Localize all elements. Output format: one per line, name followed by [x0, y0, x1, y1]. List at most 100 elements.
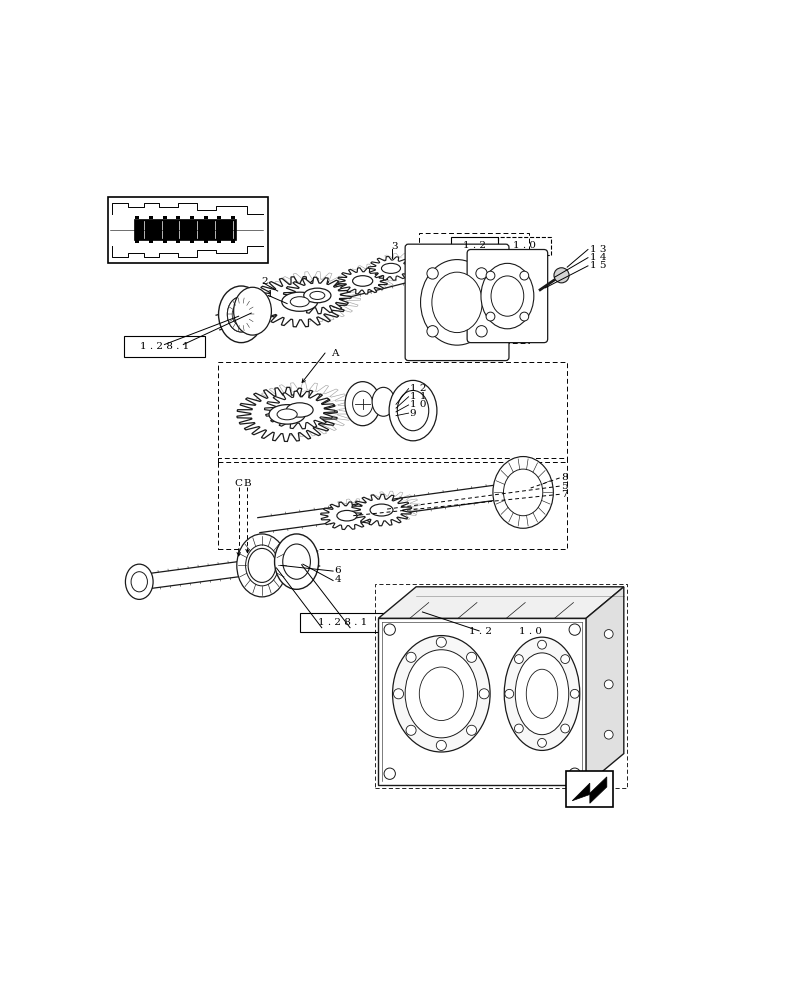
- Bar: [190, 240, 194, 243]
- Text: 7: 7: [560, 490, 567, 499]
- FancyBboxPatch shape: [466, 250, 547, 343]
- Text: 3: 3: [390, 242, 397, 251]
- Circle shape: [519, 312, 528, 321]
- Circle shape: [466, 725, 476, 735]
- Circle shape: [427, 268, 438, 279]
- Ellipse shape: [282, 544, 310, 579]
- Bar: [204, 240, 208, 243]
- Bar: [176, 216, 180, 219]
- Circle shape: [603, 680, 612, 689]
- Polygon shape: [346, 264, 397, 290]
- Bar: [231, 240, 234, 243]
- Ellipse shape: [345, 382, 380, 426]
- Ellipse shape: [397, 390, 428, 431]
- Circle shape: [436, 740, 446, 750]
- Polygon shape: [266, 272, 360, 322]
- Ellipse shape: [370, 504, 393, 516]
- Bar: [418, 233, 529, 343]
- Bar: [217, 362, 566, 462]
- Ellipse shape: [227, 297, 255, 332]
- Bar: [375, 584, 626, 788]
- Text: 1 . 0: 1 . 0: [519, 627, 542, 636]
- Text: 1 . 2: 1 . 2: [462, 241, 485, 250]
- Bar: [504, 623, 557, 640]
- Text: 1 . 2 8 . 1: 1 . 2 8 . 1: [317, 618, 367, 627]
- Text: 1: 1: [267, 290, 273, 299]
- Ellipse shape: [281, 292, 317, 311]
- Text: 9: 9: [410, 409, 416, 418]
- Circle shape: [466, 652, 476, 662]
- Text: 1 . 2: 1 . 2: [469, 627, 491, 636]
- Ellipse shape: [420, 260, 493, 345]
- Circle shape: [436, 637, 446, 647]
- Polygon shape: [328, 499, 380, 526]
- Circle shape: [514, 655, 522, 663]
- Ellipse shape: [248, 548, 276, 582]
- Bar: [450, 237, 497, 255]
- Polygon shape: [368, 256, 413, 280]
- Circle shape: [406, 652, 415, 662]
- Circle shape: [427, 326, 438, 337]
- Bar: [123, 336, 205, 357]
- Circle shape: [384, 624, 395, 635]
- Bar: [149, 240, 152, 243]
- Polygon shape: [360, 491, 420, 523]
- Ellipse shape: [234, 287, 271, 335]
- Ellipse shape: [245, 545, 278, 586]
- Bar: [299, 613, 384, 632]
- Bar: [190, 216, 194, 219]
- Ellipse shape: [227, 297, 255, 332]
- Text: 1 2: 1 2: [410, 384, 426, 393]
- Circle shape: [569, 689, 578, 698]
- Polygon shape: [375, 253, 421, 277]
- Ellipse shape: [352, 391, 372, 416]
- Ellipse shape: [491, 276, 523, 316]
- Ellipse shape: [218, 286, 264, 343]
- Polygon shape: [378, 587, 623, 618]
- Ellipse shape: [418, 667, 463, 721]
- Ellipse shape: [352, 276, 372, 286]
- Bar: [176, 240, 180, 243]
- Bar: [163, 240, 166, 243]
- Circle shape: [478, 689, 488, 699]
- Ellipse shape: [515, 653, 568, 735]
- Text: C: C: [234, 479, 242, 488]
- Ellipse shape: [310, 291, 324, 299]
- Circle shape: [603, 730, 612, 739]
- Ellipse shape: [492, 457, 552, 528]
- Bar: [135, 216, 139, 219]
- Text: 1 0: 1 0: [410, 400, 426, 409]
- Circle shape: [603, 630, 612, 638]
- Ellipse shape: [286, 403, 313, 417]
- Text: B: B: [243, 479, 251, 488]
- Circle shape: [475, 326, 487, 337]
- Polygon shape: [252, 277, 346, 327]
- Circle shape: [486, 312, 494, 321]
- Ellipse shape: [232, 303, 250, 326]
- Polygon shape: [351, 494, 411, 526]
- Ellipse shape: [431, 272, 482, 333]
- Polygon shape: [320, 502, 373, 529]
- Ellipse shape: [526, 669, 557, 718]
- Ellipse shape: [125, 564, 153, 599]
- Circle shape: [569, 768, 580, 779]
- Bar: [217, 240, 221, 243]
- Polygon shape: [586, 587, 623, 785]
- Circle shape: [560, 724, 569, 733]
- Text: 1 . 0: 1 . 0: [513, 241, 535, 250]
- Circle shape: [560, 655, 569, 663]
- Text: 4: 4: [334, 575, 341, 584]
- Bar: [149, 216, 152, 219]
- Bar: [217, 458, 566, 549]
- Ellipse shape: [237, 534, 287, 597]
- Text: 1 . 2 8 . 1: 1 . 2 8 . 1: [139, 342, 189, 351]
- Bar: [134, 219, 236, 240]
- Text: 1 5: 1 5: [589, 261, 606, 270]
- Bar: [497, 237, 551, 255]
- Circle shape: [514, 724, 522, 733]
- Circle shape: [569, 624, 580, 635]
- Ellipse shape: [337, 510, 357, 521]
- Bar: [565, 771, 612, 807]
- Ellipse shape: [268, 405, 305, 424]
- Text: 1 4: 1 4: [589, 253, 606, 262]
